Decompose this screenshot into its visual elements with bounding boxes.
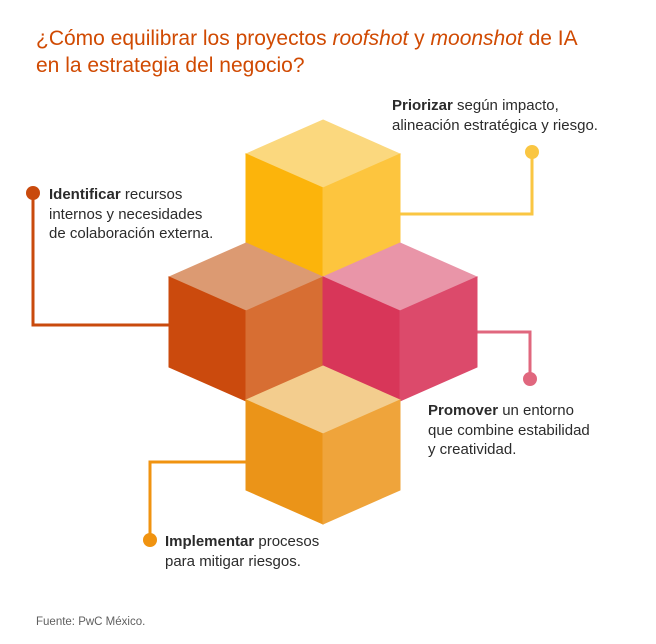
connector-priorizar [396, 145, 539, 216]
callout-promover: Promover un entorno que combine estabili… [428, 401, 590, 460]
cube-bottom-implementar [244, 365, 402, 525]
callout-implementar-lead: Implementar [165, 533, 255, 550]
cube-right-right-face [399, 276, 478, 402]
callout-identificar-text: recursos internos y necesidades de colab… [49, 186, 214, 242]
connector-implementar [143, 460, 250, 547]
connector-priorizar-line [396, 152, 534, 216]
callout-promover-lead: Promover [428, 402, 499, 419]
connector-promover [472, 330, 537, 386]
page-title: ¿Cómo equilibrar los proyectos roofshot … [36, 25, 578, 79]
connector-identificar-dot [26, 186, 40, 200]
callout-priorizar-text: según impacto, alineación estratégica y … [392, 97, 598, 134]
callout-priorizar-lead: Priorizar [392, 97, 453, 114]
callout-identificar-lead: Identificar [49, 186, 121, 203]
callout-implementar: Implementar procesos para mitigar riesgo… [165, 532, 319, 571]
connector-implementar-dot [143, 533, 157, 547]
callout-promover-text: un entorno que combine estabilidad y cre… [428, 402, 590, 458]
connector-promover-dot [523, 372, 537, 386]
title-text: ¿Cómo equilibrar los proyectos [36, 27, 333, 50]
title-text: y [408, 27, 431, 50]
connector-implementar-line [148, 460, 250, 540]
cube-bottom-right-face [322, 399, 401, 525]
connector-identificar [26, 186, 175, 327]
title-moonshot-italic: moonshot [430, 27, 523, 50]
callout-identificar: Identificar recursos internos y necesida… [49, 185, 213, 244]
source-note: Fuente: PwC México. [36, 616, 146, 628]
callout-priorizar: Priorizar según impacto, alineación estr… [392, 96, 598, 135]
cube-right-promover [321, 242, 479, 402]
title-text: de IA en la estrategia del negocio? [36, 27, 578, 77]
connector-priorizar-dot [525, 145, 539, 159]
cube-left-identificar [167, 242, 325, 402]
connector-identificar-line [31, 193, 175, 327]
title-roofshot-italic: roofshot [332, 27, 409, 50]
connector-promover-line [472, 330, 532, 379]
cube-top-priorizar [244, 119, 402, 279]
callout-implementar-text: procesos para mitigar riesgos. [165, 533, 320, 570]
